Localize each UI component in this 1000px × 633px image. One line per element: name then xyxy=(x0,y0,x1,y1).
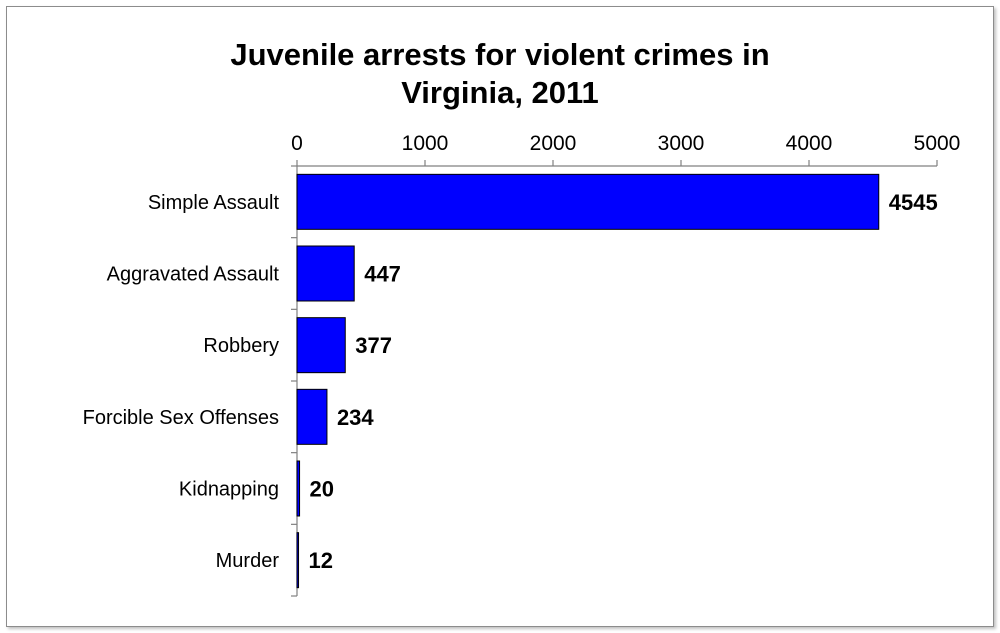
x-tick-label: 5000 xyxy=(914,132,961,155)
category-label: Forcible Sex Offenses xyxy=(83,407,279,429)
bar xyxy=(296,388,328,445)
category-label: Simple Assault xyxy=(148,192,280,214)
chart-title: Juvenile arrests for violent crimes in V… xyxy=(0,36,1000,112)
value-label: 447 xyxy=(364,262,401,287)
bar xyxy=(296,532,300,589)
x-tick-label: 4000 xyxy=(786,132,833,155)
x-tick-label: 3000 xyxy=(658,132,705,155)
x-tick-label: 1000 xyxy=(402,132,449,155)
chart-frame xyxy=(6,6,994,627)
value-label: 234 xyxy=(337,405,374,430)
bar xyxy=(296,245,355,302)
value-label: 377 xyxy=(355,333,392,358)
value-label: 20 xyxy=(310,477,334,502)
value-label: 4545 xyxy=(889,190,938,215)
bar xyxy=(296,173,880,230)
category-label: Kidnapping xyxy=(179,479,279,501)
category-label: Aggravated Assault xyxy=(107,264,280,286)
category-label: Murder xyxy=(216,550,280,572)
chart-title-line2: Virginia, 2011 xyxy=(401,75,599,110)
bar xyxy=(296,317,346,374)
x-tick-label: 2000 xyxy=(530,132,577,155)
x-tick-label: 0 xyxy=(291,132,303,155)
chart-title-line1: Juvenile arrests for violent crimes in xyxy=(230,37,770,72)
bar xyxy=(296,460,301,517)
category-label: Robbery xyxy=(203,335,279,357)
value-label: 12 xyxy=(309,548,333,573)
